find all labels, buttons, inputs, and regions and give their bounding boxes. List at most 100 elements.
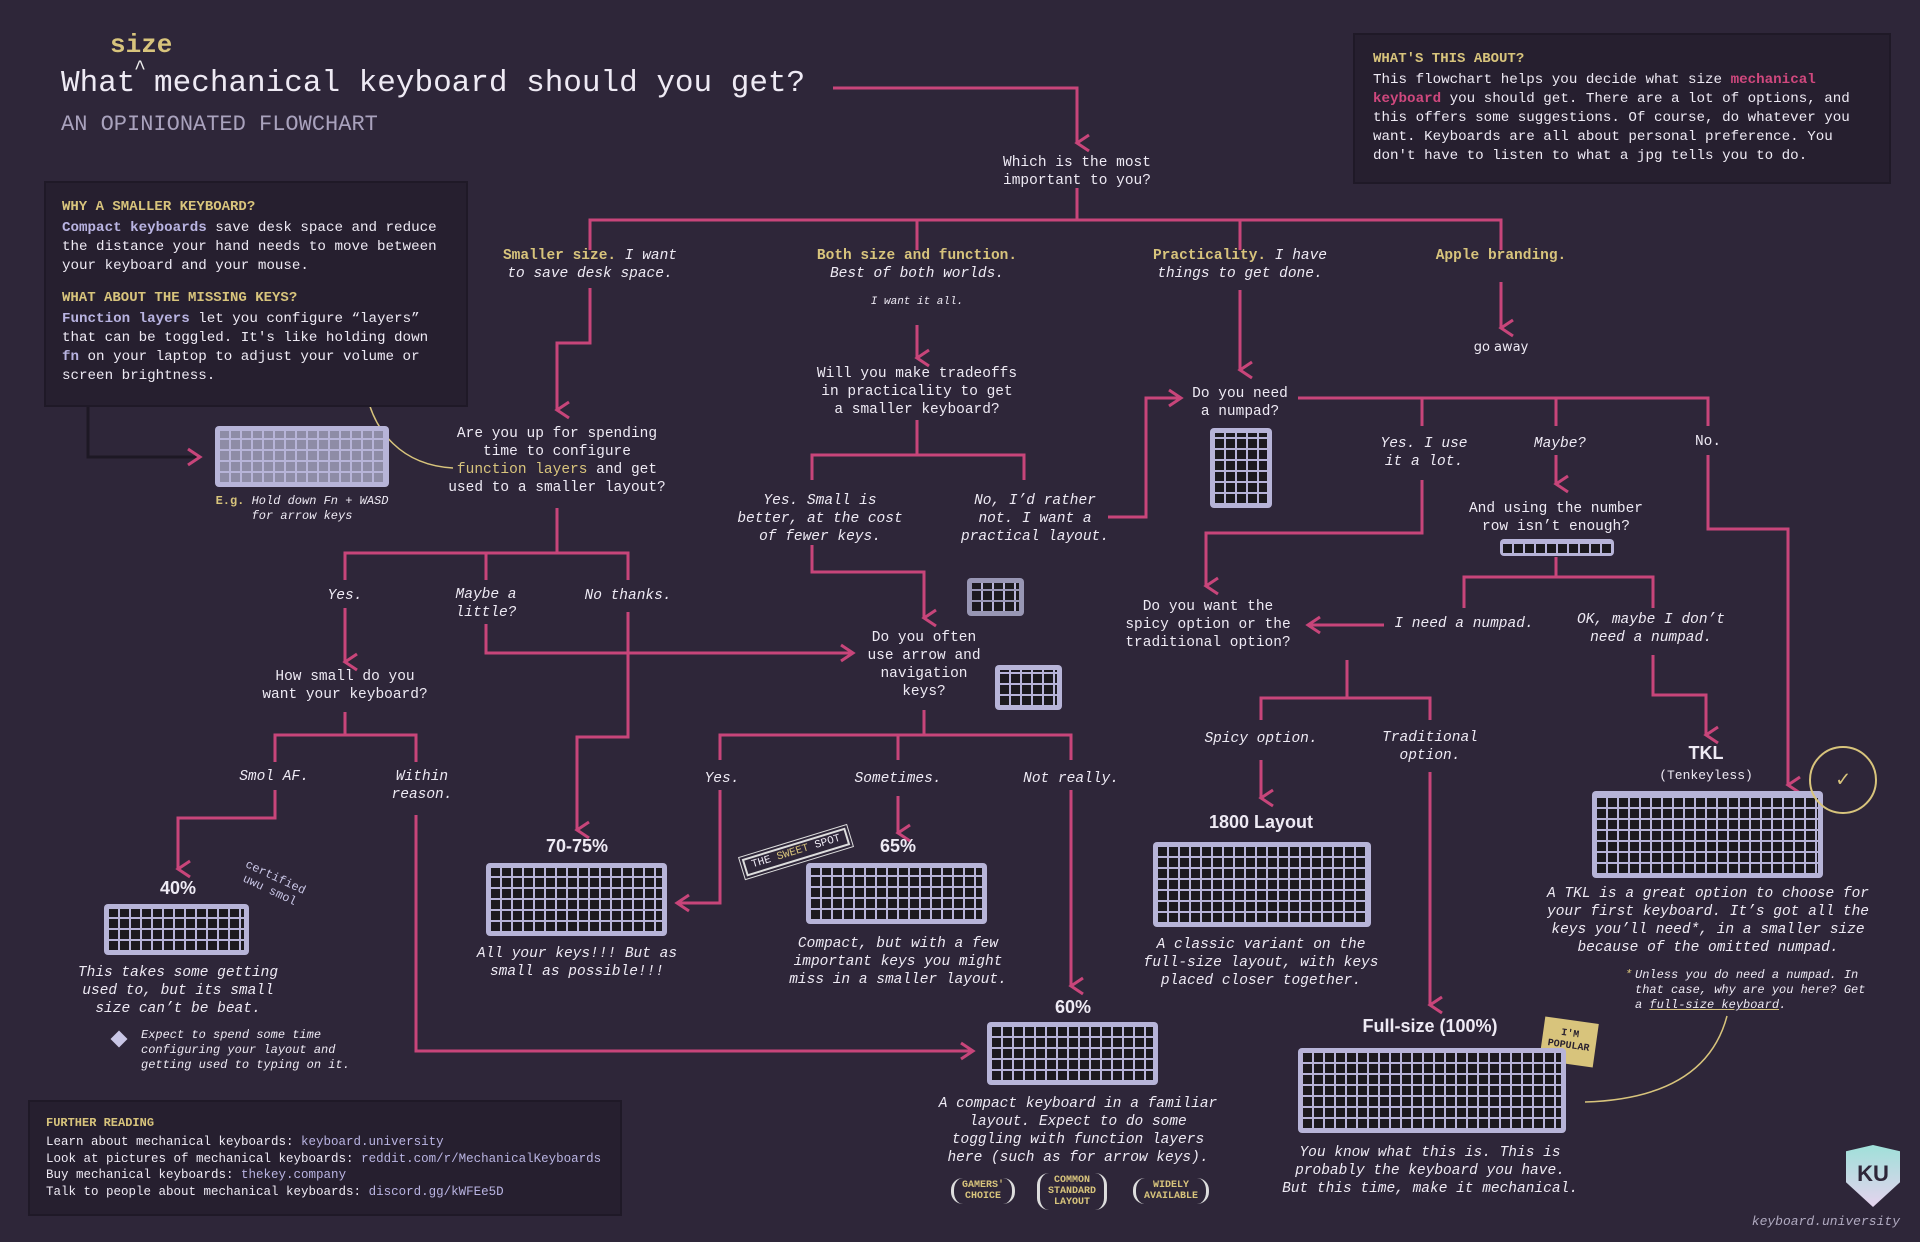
missing-highlight: Function layers [62, 311, 190, 327]
cap-line: size can’t be beat. [95, 1001, 261, 1017]
q-line: Will you make tradeoffs [816, 366, 1018, 382]
line-np-no [1706, 455, 1801, 795]
why-heading: WHY A SMALLER KEYBOARD? [62, 199, 256, 215]
badge-line: GAMERS' [961, 1180, 1005, 1191]
numpad-image [1210, 428, 1272, 508]
result-full-title: Full-size (100%) [1362, 1016, 1498, 1036]
missing-keys-text: Function layers let you configure “layer… [62, 310, 450, 386]
answer-smol: Smol AF. [239, 769, 309, 785]
cap-line: toggling with function layers [951, 1132, 1205, 1148]
answer-ok-maybe: OK, maybe I don’t need a numpad. [1577, 611, 1725, 647]
check-icon: ✓ [1836, 768, 1850, 793]
line-no-rather [1108, 388, 1184, 519]
about-heading: WHAT'S THIS ABOUT? [1373, 51, 1525, 67]
q-line: And using the number [1468, 501, 1644, 517]
insert-word: size [110, 30, 173, 60]
opt-bold: Apple branding. [1435, 248, 1567, 264]
answer-ar-not-really: Not really. [1023, 771, 1119, 787]
line-np-yes [1203, 480, 1424, 596]
answer-np-no: No. [1694, 434, 1722, 450]
line-numpad-branch [1298, 396, 1710, 426]
further-reading-link[interactable]: thekey.company [241, 1168, 347, 1182]
question-arrow-keys: Do you often use arrow and navigation keys? [867, 629, 980, 701]
example-keyboard-image [215, 426, 389, 487]
gold-curve-function-layers [366, 395, 454, 469]
tkl-footnote: * Unless you do need a numpad. In that cas… [1625, 968, 1866, 1012]
note-line: getting used to typing on it. [141, 1058, 350, 1072]
answer-np-maybe: Maybe? [1533, 436, 1587, 452]
why-highlight: Compact keyboards [62, 220, 207, 236]
further-reading-link[interactable]: keyboard.university [301, 1135, 444, 1149]
further-reading-link[interactable]: discord.gg/kWFEe5D [368, 1184, 504, 1199]
why-smaller-box: WHY A SMALLER KEYBOARD? Compact keyboard… [44, 181, 468, 407]
result-60-caption: A compact keyboard in a familiar layout. … [939, 1095, 1217, 1167]
fn-highlight: fn [62, 349, 80, 365]
result-full-caption: You know what this is. This is probably t… [1282, 1144, 1578, 1198]
question-number-row: And using the number row isn’t enough? [1469, 500, 1643, 536]
number-row-image [1500, 539, 1614, 556]
badge-common-standard: COMMON STANDARD LAYOUT [1036, 1173, 1108, 1210]
keyboard-40-image [104, 904, 249, 955]
line-fn-no [574, 612, 630, 840]
full-size-link[interactable]: full-size keyboard [1649, 998, 1780, 1012]
q-line: row isn’t enough? [1482, 519, 1630, 535]
line-yes-small [810, 545, 937, 628]
opt-text: things to get done. [1157, 266, 1323, 282]
example-caption: E.g. Hold down Fn + WASD for arrow keys [216, 494, 389, 524]
opt-small-text: I want it all. [870, 296, 964, 308]
option-both: Both size and function. Best of both worl… [817, 247, 1017, 311]
result-tkl-caption: A TKL is a great option to choose for you… [1547, 885, 1869, 957]
answer-no-rather: No, I’d rather not. I want a practical lay… [961, 492, 1109, 546]
missing-body-2: on your laptop to adjust your volume or … [62, 349, 420, 384]
line-tradeoffs-branch [810, 420, 1026, 480]
line-smol [175, 790, 277, 879]
cap-line: This takes some getting [77, 965, 279, 981]
a-line: Within [395, 769, 449, 785]
cap-line: probably the keyboard you have. [1295, 1163, 1565, 1179]
eg-label: E.g. [215, 494, 245, 508]
badge-gamers-choice: GAMERS' CHOICE [950, 1178, 1016, 1204]
title-post: mechanical keyboard should you get? [154, 66, 806, 101]
caret-mark: ^ [134, 58, 147, 81]
result-40-caption: This takes some getting used to, but its … [78, 964, 278, 1018]
cap-line: small as possible!!! [489, 964, 665, 980]
keyboard-1800-image [1153, 842, 1371, 927]
question-spicy: Do you want the spicy option or the tradit… [1125, 598, 1290, 652]
foot-line: that case, why are you here? Get [1635, 983, 1866, 997]
a-line: of fewer keys. [759, 529, 881, 545]
cap-line: All your keys!!! But as [476, 946, 678, 962]
answer-ar-yes: Yes. [704, 771, 740, 787]
answer-yes-small: Yes. Small is better, at the cost of fewer… [737, 492, 902, 546]
gold-curve-footnote [1584, 1015, 1728, 1103]
cap-line: You know what this is. This is [1299, 1145, 1561, 1161]
opt-bold: Practicality. [1152, 248, 1267, 264]
badge-line: AVAILABLE [1143, 1191, 1199, 1202]
a-line: option. [1399, 748, 1461, 764]
answer-within-reason: Within reason. [392, 768, 453, 804]
answer-spicy: Spicy option. [1204, 731, 1318, 747]
line-ok-maybe [1651, 655, 1719, 745]
further-reading-link[interactable]: reddit.com/r/MechanicalKeyboards [361, 1151, 602, 1166]
further-heading: FURTHER READING [46, 1116, 155, 1130]
q-line: navigation [880, 666, 968, 682]
a-line: No, I’d rather [974, 493, 1096, 509]
cap-line: A TKL is a great option to choose for [1547, 886, 1869, 902]
opt-text: Best of both worlds. [829, 266, 1005, 282]
result-tkl-subtitle: (Tenkeyless) [1659, 768, 1753, 783]
foot-line: Unless you do need a numpad. In [1635, 968, 1859, 982]
answer-ar-sometimes: Sometimes. [854, 771, 942, 787]
cap-line: A classic variant on the [1156, 937, 1366, 953]
cap-line: used to, but its small [82, 983, 274, 999]
q-line: and get [587, 462, 658, 478]
cap-line: important keys you might [793, 954, 1003, 970]
a-line: it a lot. [1384, 454, 1464, 470]
further-reading-item: Talk to people about mechanical keyboard… [46, 1184, 604, 1201]
footer-site[interactable]: keyboard.university [1751, 1214, 1900, 1229]
a-line: reason. [391, 787, 453, 803]
a-line: Maybe a [455, 587, 517, 603]
option-apple: Apple branding. [1436, 247, 1567, 265]
cap-line: placed closer together. [1160, 973, 1362, 989]
q-line: important to you? [1003, 173, 1151, 189]
line-numrow-branch [1462, 557, 1655, 608]
